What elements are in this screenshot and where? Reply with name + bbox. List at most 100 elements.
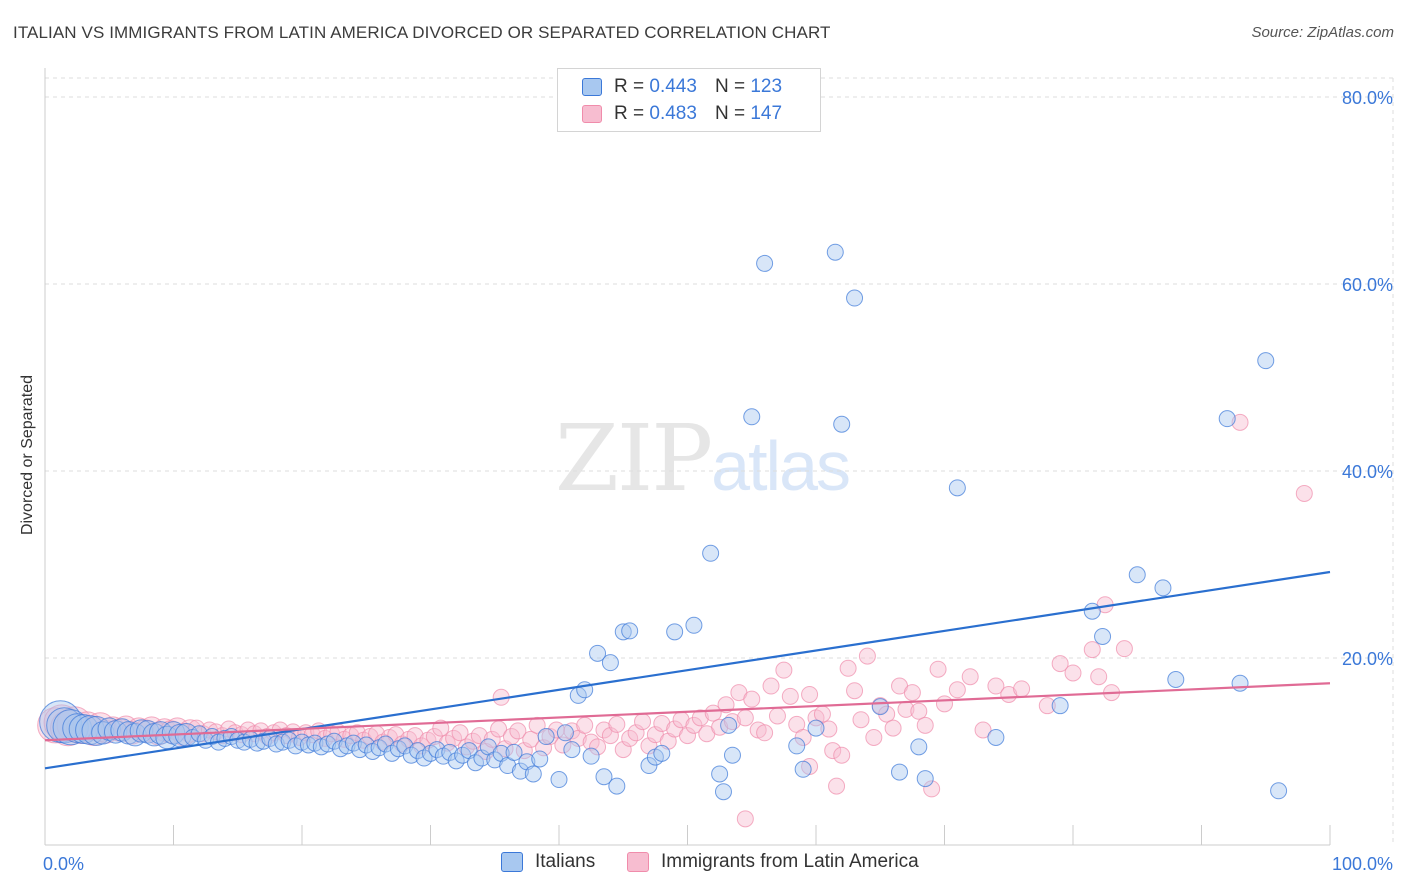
- latin-america-point: [923, 780, 941, 798]
- latin-america-point: [470, 727, 488, 745]
- latin-america-point: [451, 724, 469, 742]
- italians-point: [344, 734, 362, 752]
- legend-r-value: 0.443: [649, 76, 697, 97]
- legend-n-value: 147: [750, 103, 783, 124]
- legend-n-label: N =: [714, 76, 746, 97]
- italians-point: [556, 724, 574, 742]
- latin-america-point: [608, 715, 626, 733]
- latin-america-point: [794, 728, 812, 746]
- latin-america-point: [653, 714, 671, 732]
- italians-point: [537, 728, 555, 746]
- latin-america-point: [576, 716, 594, 734]
- latin-america-point: [634, 713, 652, 731]
- italians-point: [756, 254, 774, 272]
- latin-america-point: [432, 719, 450, 737]
- italians-point: [1167, 671, 1185, 689]
- italians-point: [1154, 579, 1172, 597]
- latin-america-point: [528, 716, 546, 734]
- series-italians-points: [39, 243, 1288, 801]
- italians-point: [916, 770, 934, 788]
- legend-swatch-pink: [582, 105, 602, 123]
- latin-america-point: [1051, 655, 1069, 673]
- latin-america-point: [406, 727, 424, 745]
- legend-item-italians[interactable]: Italians: [501, 851, 595, 873]
- italians-point: [685, 616, 703, 634]
- latin-america-point: [679, 727, 696, 745]
- italians-point: [148, 721, 173, 745]
- latin-america-point: [936, 695, 953, 713]
- watermark-atlas: atlas: [711, 427, 851, 505]
- latin-america-point: [1090, 668, 1108, 686]
- latin-america-point: [910, 702, 928, 720]
- latin-america-point: [1013, 680, 1031, 698]
- italians-point: [46, 707, 83, 744]
- italians-point: [1231, 674, 1249, 692]
- latin-america-point: [621, 729, 639, 747]
- italians-point: [794, 760, 812, 778]
- latin-america-point: [801, 685, 819, 703]
- italians-point: [621, 622, 639, 640]
- latin-america-point: [589, 738, 607, 756]
- legend-row-latin-america: R = 0.483 N = 147: [582, 102, 782, 126]
- y-tick-label: 20.0%: [1342, 649, 1393, 669]
- italians-point: [788, 737, 806, 755]
- italians-point: [910, 738, 928, 756]
- latin-america-trend-line: [44, 682, 1331, 742]
- italians-point: [948, 479, 966, 497]
- legend-swatch-pink: [627, 852, 649, 872]
- latin-america-point: [445, 729, 463, 747]
- latin-america-point: [820, 720, 838, 738]
- latin-america-point: [768, 707, 786, 725]
- italians-point: [97, 717, 121, 741]
- latin-america-point: [961, 668, 979, 686]
- latin-america-point: [736, 810, 754, 828]
- italians-point: [1083, 602, 1101, 620]
- italians-point: [833, 415, 851, 433]
- latin-america-point: [828, 777, 846, 795]
- y-tick-label: 60.0%: [1342, 275, 1393, 295]
- italians-point: [1094, 627, 1112, 645]
- latin-america-point: [903, 684, 921, 702]
- italians-point: [720, 716, 738, 734]
- latin-america-point: [1083, 641, 1101, 659]
- italians-point: [987, 728, 1005, 746]
- trend-lines: [44, 570, 1331, 770]
- italians-point: [826, 243, 844, 261]
- italians-point: [447, 752, 465, 770]
- latin-america-point: [1038, 697, 1056, 715]
- legend-item-latin-america[interactable]: Immigrants from Latin America: [627, 851, 919, 873]
- italians-point: [614, 623, 632, 641]
- italians-point: [608, 777, 626, 795]
- legend-label-italians: Italians: [535, 851, 596, 872]
- italians-point: [428, 741, 446, 759]
- series-latin-america-points: [37, 413, 1313, 828]
- italians-point: [511, 762, 529, 780]
- italians-trend-line: [44, 570, 1331, 770]
- watermark-zip: ZIP: [555, 405, 713, 512]
- axes: [44, 68, 1331, 846]
- y-tick-label: 80.0%: [1342, 88, 1393, 108]
- italians-point: [52, 709, 89, 746]
- italians-point: [280, 731, 298, 749]
- x-tick-label: 100.0%: [1332, 854, 1393, 874]
- italians-point: [1128, 566, 1146, 584]
- legend-n-label: N =: [714, 103, 746, 124]
- latin-america-point: [736, 709, 754, 727]
- italians-point: [486, 751, 504, 769]
- legend-r-label: R =: [614, 76, 645, 97]
- italians-point: [702, 544, 720, 562]
- latin-america-point: [948, 681, 966, 699]
- legend-row-italians: R = 0.443 N = 123: [582, 75, 782, 99]
- latin-america-point: [717, 696, 735, 714]
- latin-america-point: [781, 687, 799, 705]
- italians-point: [1051, 697, 1069, 715]
- source-label: Source: ZipAtlas.com: [1251, 24, 1394, 41]
- italians-point: [846, 289, 864, 307]
- latin-america-point: [762, 677, 780, 695]
- y-tick-label: 40.0%: [1342, 462, 1393, 482]
- chart-title: ITALIAN VS IMMIGRANTS FROM LATIN AMERICA…: [13, 23, 831, 42]
- watermark: ZIPatlas: [555, 405, 851, 512]
- latin-america-point: [756, 724, 774, 742]
- italians-point: [62, 713, 93, 744]
